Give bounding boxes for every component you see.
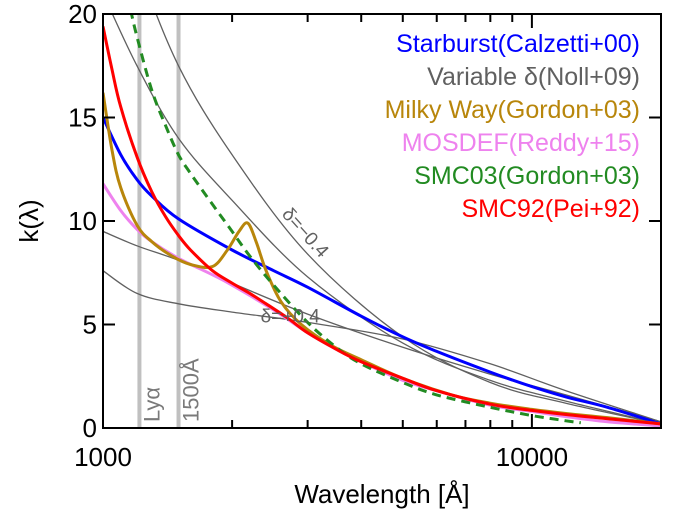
series-line-2 <box>103 230 661 423</box>
reference-line-label-0: Lyα <box>139 387 164 422</box>
curve-annotation-1: δ=+0.4 <box>261 306 321 327</box>
y-tick-label-1: 5 <box>83 310 97 340</box>
axes: 0 5 10 15 20 1000 10000 <box>68 0 662 472</box>
x-tick-label-0: 1000 <box>74 442 132 472</box>
reference-lines: Lyα 1500Å <box>137 14 204 428</box>
series-line-8 <box>103 26 661 426</box>
x-axis-label: Wavelength [Å] <box>294 479 469 509</box>
y-tick-label-4: 20 <box>68 0 97 29</box>
annotations: δ=−0.4 δ=+0.4 <box>261 204 333 327</box>
legend-entry-0: Starburst(Calzetti+00) <box>396 30 640 58</box>
legend: Starburst(Calzetti+00) Variable δ(Noll+09… <box>385 30 640 223</box>
y-tick-label-0: 0 <box>83 413 97 443</box>
series-line-1 <box>111 14 661 425</box>
x-tick-label-1: 10000 <box>496 442 568 472</box>
legend-entry-4: SMC03(Gordon+03) <box>414 162 640 190</box>
reference-line-label-1: 1500Å <box>179 358 204 422</box>
legend-entry-1: Variable δ(Noll+09) <box>427 63 640 91</box>
series-line-0 <box>155 14 661 425</box>
y-tick-label-3: 15 <box>68 103 97 133</box>
series-line-3 <box>103 270 661 423</box>
curves-layer <box>103 14 661 428</box>
legend-entry-2: Milky Way(Gordon+03) <box>385 96 640 124</box>
y-tick-label-2: 10 <box>68 206 97 236</box>
curve-annotation-0: δ=−0.4 <box>277 204 332 262</box>
y-axis-label: k(λ) <box>14 199 44 242</box>
series-line-4 <box>103 116 661 426</box>
legend-entry-5: SMC92(Pei+92) <box>461 195 640 223</box>
series-line-7 <box>130 14 581 425</box>
legend-entry-3: MOSDEF(Reddy+15) <box>402 129 640 157</box>
